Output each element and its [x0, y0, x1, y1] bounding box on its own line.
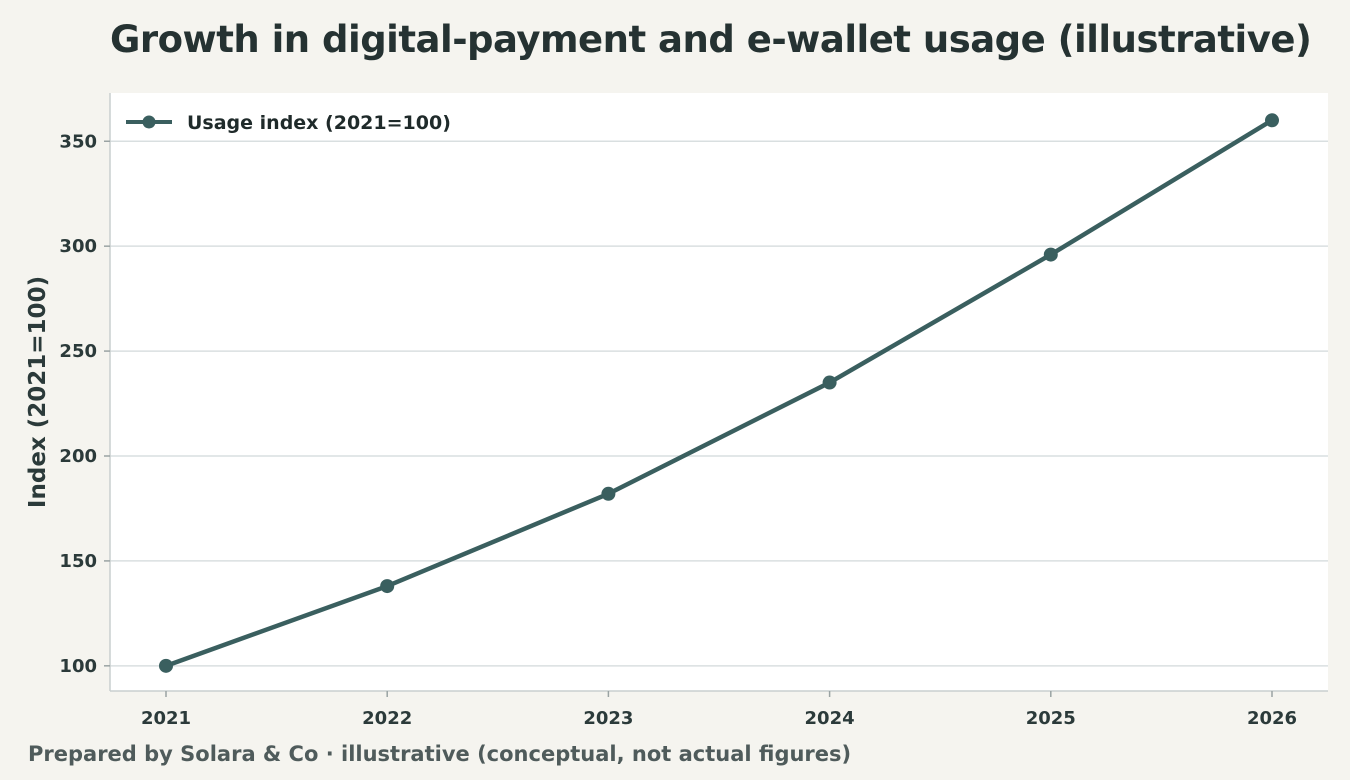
axes	[109, 93, 1328, 692]
y-tick-label-200: 200	[59, 446, 97, 467]
y-tick-label-250: 250	[59, 341, 97, 362]
x-tick-label-2023: 2023	[583, 708, 633, 729]
y-tick-label-100: 100	[59, 656, 97, 677]
y-axis-label: Index (2021=100)	[25, 276, 51, 508]
legend-label: Usage index (2021=100)	[187, 112, 451, 134]
data-point-2024	[822, 375, 837, 390]
y-tick-label-150: 150	[59, 551, 97, 572]
legend: Usage index (2021=100)	[126, 112, 451, 134]
x-tick-label-2022: 2022	[362, 708, 412, 729]
x-tick-label-2026: 2026	[1247, 708, 1297, 729]
series-line-0	[163, 118, 1275, 669]
data-point-2026	[1265, 113, 1279, 128]
data-point-2023	[601, 486, 616, 501]
x-tick-labels: 2021 2022 2023 2024 2025 2026	[141, 691, 1297, 729]
y-tick-label-300: 300	[59, 236, 97, 257]
x-tick-label-2024: 2024	[805, 708, 855, 729]
data-point-2022	[380, 579, 395, 594]
plot-area	[110, 93, 1328, 691]
footer-note: Prepared by Solara & Co · illustrative (…	[28, 742, 852, 766]
data-point-2021	[159, 658, 173, 673]
y-tick-labels: 100 150 200 250 300 350	[59, 131, 110, 677]
series-layer	[159, 113, 1279, 673]
x-tick-label-2025: 2025	[1026, 708, 1076, 729]
chart-title: Growth in digital-payment and e-wallet u…	[110, 18, 1312, 61]
x-tick-label-2021: 2021	[141, 708, 191, 729]
grid-lines	[110, 140, 1328, 667]
y-tick-label-350: 350	[59, 131, 97, 152]
legend-swatch-marker	[142, 115, 156, 129]
data-point-2025	[1043, 247, 1058, 262]
